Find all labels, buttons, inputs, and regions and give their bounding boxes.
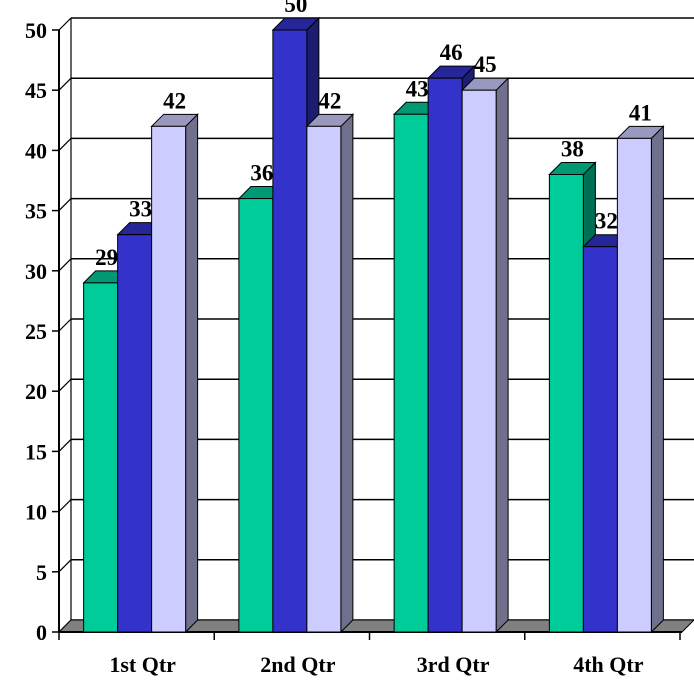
bars (82, 16, 665, 634)
gridline-depth (58, 258, 72, 272)
gridline-depth (58, 378, 72, 392)
gridline-depth (58, 438, 72, 452)
gridline-depth (58, 198, 72, 212)
bar (460, 76, 510, 634)
y-tick-label: 5 (36, 560, 47, 585)
bar (616, 125, 665, 634)
data-label: 43 (406, 76, 429, 101)
y-tick-labels: 0 5 10 15 20 25 30 35 40 45 50 (25, 18, 47, 645)
y-tick-label: 25 (25, 319, 47, 344)
bar (150, 113, 199, 634)
data-label: 42 (318, 88, 341, 113)
data-label: 38 (561, 136, 584, 161)
data-labels: 29 33 42 36 50 42 43 46 45 38 32 41 (95, 0, 652, 270)
data-label: 46 (440, 40, 463, 65)
data-label: 42 (163, 88, 186, 113)
gridline-depth (58, 77, 72, 91)
y-tick-label: 50 (25, 18, 47, 43)
y-tick-label: 35 (25, 199, 47, 224)
y-tick-label: 15 (25, 439, 47, 464)
gridline-depth (58, 137, 72, 151)
x-category-label: 1st Qtr (109, 652, 176, 677)
x-category-label: 4th Qtr (573, 652, 644, 677)
y-tick-label: 20 (25, 379, 47, 404)
bar (305, 113, 355, 634)
y-tick-label: 30 (25, 259, 47, 284)
data-label: 33 (129, 197, 152, 222)
gridline-depth (58, 559, 72, 573)
x-category-label: 2nd Qtr (260, 652, 335, 677)
x-category-label: 3rd Qtr (417, 652, 490, 677)
gridline-depth (58, 499, 72, 513)
gridline-depth (58, 17, 72, 31)
data-label: 50 (284, 0, 307, 17)
gridline-depth (58, 318, 72, 332)
y-tick-label: 10 (25, 500, 47, 525)
y-tick-label: 0 (36, 620, 47, 645)
y-tick-label: 40 (25, 138, 47, 163)
data-label: 32 (595, 209, 618, 234)
y-tick-label: 45 (25, 78, 47, 103)
x-category-labels: 1st Qtr 2nd Qtr 3rd Qtr 4th Qtr (109, 652, 643, 677)
data-label: 29 (95, 245, 118, 270)
data-label: 36 (250, 161, 273, 186)
data-label: 45 (474, 52, 497, 77)
data-label: 41 (629, 100, 652, 125)
